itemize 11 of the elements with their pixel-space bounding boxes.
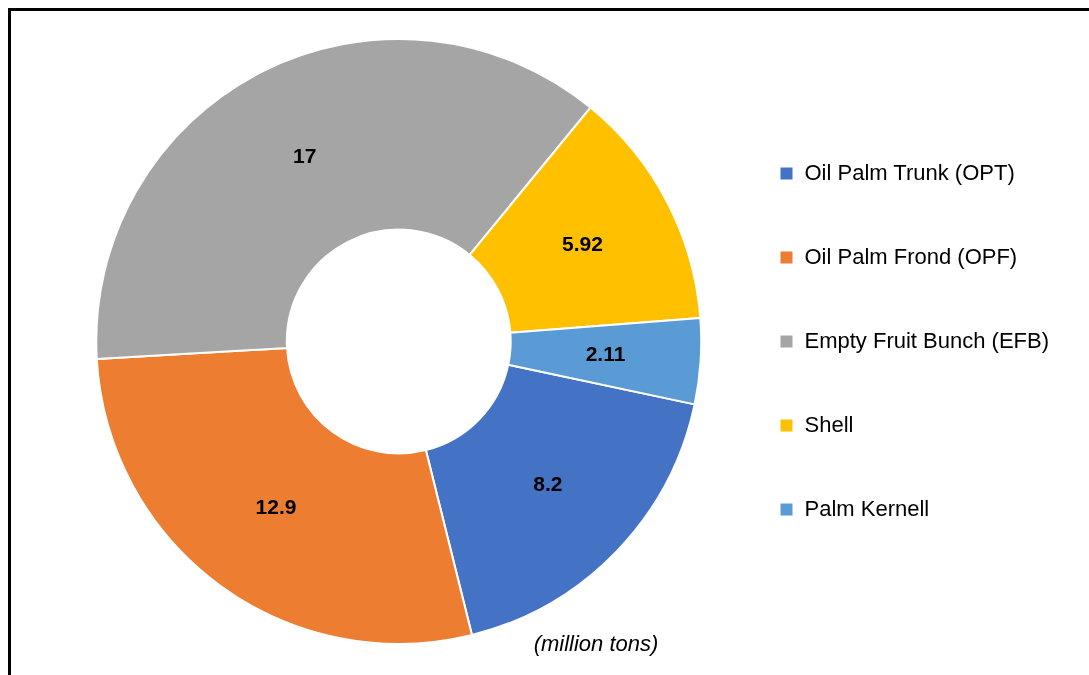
data-label: 17 xyxy=(292,143,317,167)
legend-label: Oil Palm Trunk (OPT) xyxy=(804,159,1015,185)
data-label: 8.2 xyxy=(533,472,563,496)
legend-label: Palm Kernell xyxy=(804,495,930,521)
legend-label: Oil Palm Frond (OPF) xyxy=(804,243,1018,269)
legend-label: Shell xyxy=(804,411,854,437)
legend-label: Empty Fruit Bunch (EFB) xyxy=(804,327,1050,353)
data-label: 2.11 xyxy=(585,341,626,365)
data-label: 5.92 xyxy=(562,232,603,256)
data-label: 12.9 xyxy=(255,495,297,519)
text: (million tons) xyxy=(533,631,659,657)
